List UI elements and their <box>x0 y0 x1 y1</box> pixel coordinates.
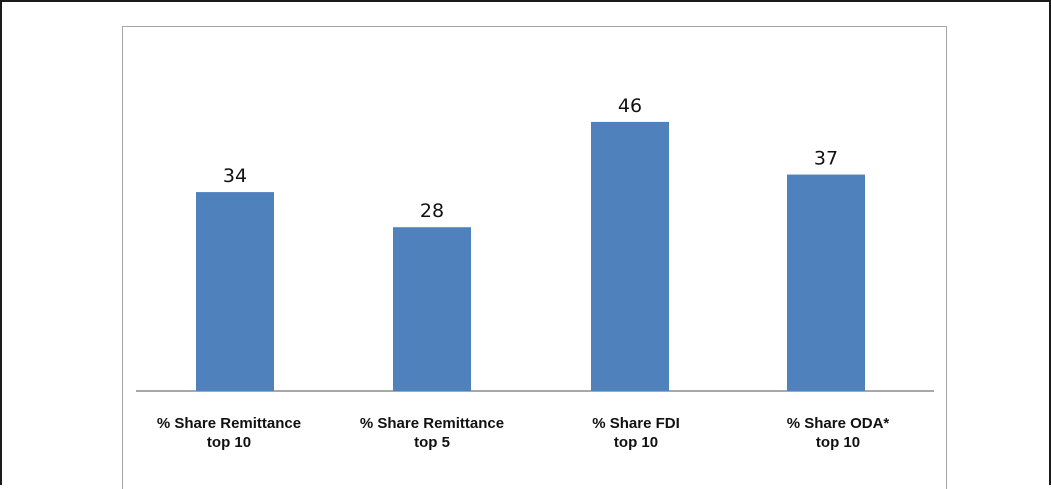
data-label-1: 28 <box>420 200 444 222</box>
category-label-0: % Share Remittance top 10 <box>134 414 324 452</box>
category-label-1: % Share Remittance top 5 <box>337 414 527 452</box>
bar-0 <box>196 192 274 391</box>
bar-2 <box>591 121 669 392</box>
bar-1 <box>393 227 471 391</box>
data-label-2: 46 <box>618 95 642 117</box>
category-label-3: % Share ODA* top 10 <box>743 414 933 452</box>
category-label-2: % Share FDI top 10 <box>541 414 731 452</box>
data-label-0: 34 <box>223 165 247 187</box>
data-labels-group: 34 28 46 37 <box>223 95 838 222</box>
bar-3 <box>787 174 865 391</box>
data-label-3: 37 <box>814 148 838 170</box>
bars-group <box>196 121 865 392</box>
